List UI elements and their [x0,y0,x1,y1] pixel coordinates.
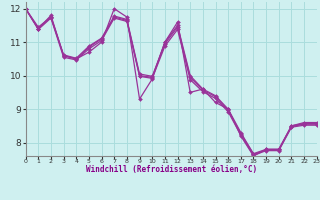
X-axis label: Windchill (Refroidissement éolien,°C): Windchill (Refroidissement éolien,°C) [86,165,257,174]
